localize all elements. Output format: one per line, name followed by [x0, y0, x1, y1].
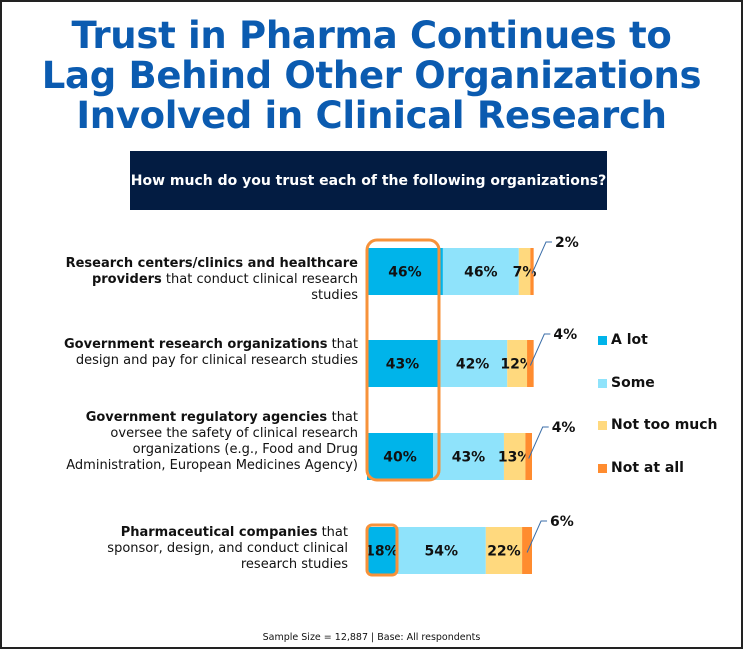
row-label-regulatory-agencies: Government regulatory agencies that over…: [58, 410, 358, 474]
legend-item-not-too-much: Not too much: [598, 417, 718, 433]
legend-item-not-at-all: Not at all: [598, 460, 684, 476]
row-label-government-research: Government research organizations that d…: [58, 337, 358, 369]
row-label-bold: Research centers/clinics and healthcare …: [65, 256, 358, 287]
data-label-a-lot: 18%: [365, 544, 399, 560]
leader-line-not-at-all: [526, 520, 548, 553]
legend-item-a-lot: A lot: [598, 332, 648, 348]
bar-segment-not-too-much: [503, 433, 526, 480]
bar-segment-not-too-much: [485, 527, 523, 574]
bar-segment-not-at-all: [522, 527, 532, 574]
title-line-1: Trust in Pharma Continues to: [71, 14, 672, 57]
bar-segment-some: [437, 340, 508, 387]
legend-swatch-some: [598, 378, 607, 388]
highlight-box-a-lot-column: [365, 238, 441, 482]
bar-segment-a-lot: [367, 527, 397, 574]
data-label-a-lot: 46%: [388, 265, 422, 281]
data-label-some: 43%: [452, 450, 486, 466]
data-label-not-at-all: 2%: [555, 235, 579, 251]
legend-label: Not at all: [611, 460, 684, 476]
legend-item-some: Some: [598, 375, 655, 391]
data-label-not-at-all: 4%: [553, 327, 577, 343]
legend-swatch-not-too-much: [598, 420, 607, 430]
data-label-a-lot: 43%: [386, 357, 420, 373]
question-text: How much do you trust each of the follow…: [130, 172, 607, 189]
leader-line-not-at-all: [528, 426, 549, 459]
bar-segment-some: [433, 433, 504, 480]
row-label-rest: that conduct clinical research studies: [161, 272, 358, 303]
bar-segment-not-at-all: [530, 248, 534, 295]
row-label-rest: that sponsor, design, and conduct clinic…: [107, 525, 348, 572]
row-label-rest: that design and pay for clinical researc…: [75, 337, 358, 368]
leader-line-not-at-all: [531, 241, 552, 274]
row-label-bold: Government research organizations: [64, 337, 328, 352]
row-label-rest: that oversee the safety of clinical rese…: [66, 410, 358, 473]
bar-segment-a-lot: [367, 248, 443, 295]
row-label-research-centers: Research centers/clinics and healthcare …: [58, 256, 358, 304]
row-label-bold: Pharmaceutical companies: [120, 525, 318, 540]
sample-size-note: Sample Size = 12,887 | Base: All respond…: [262, 632, 481, 643]
legend-swatch-not-at-all: [598, 463, 607, 473]
bar-segment-not-too-much: [518, 248, 531, 295]
legend-label: A lot: [611, 332, 648, 348]
bar-segment-not-at-all: [525, 433, 532, 480]
bar-segment-some: [442, 248, 519, 295]
chart-title: Trust in Pharma Continues to Lag Behind …: [0, 16, 743, 136]
leader-line-not-at-all: [529, 333, 551, 366]
legend-label: Not too much: [611, 417, 718, 433]
data-label-some: 46%: [464, 265, 498, 281]
data-label-not-too-much: 12%: [500, 357, 534, 373]
legend-swatch-a-lot: [598, 335, 607, 345]
data-label-not-at-all: 6%: [550, 514, 574, 530]
row-label-bold: Government regulatory agencies: [85, 410, 332, 425]
highlight-box-pharma-a-lot: [365, 523, 399, 577]
data-label-not-at-all: 4%: [552, 420, 576, 436]
data-label-some: 54%: [424, 544, 458, 560]
bar-segment-a-lot: [367, 340, 438, 387]
bar-segment-not-at-all: [527, 340, 534, 387]
data-label-not-too-much: 13%: [498, 450, 532, 466]
data-label-not-too-much: 22%: [487, 544, 521, 560]
bar-segment-some: [396, 527, 486, 574]
title-line-2: Lag Behind Other Organizations: [41, 54, 702, 97]
row-label-pharma: Pharmaceutical companies that sponsor, d…: [88, 525, 348, 573]
data-label-a-lot: 40%: [383, 450, 417, 466]
legend-label: Some: [611, 375, 655, 391]
data-label-some: 42%: [456, 357, 490, 373]
title-line-3: Involved in Clinical Research: [76, 94, 667, 137]
bar-segment-a-lot: [367, 433, 433, 480]
question-banner: How much do you trust each of the follow…: [130, 151, 607, 210]
bar-segment-not-too-much: [507, 340, 528, 387]
